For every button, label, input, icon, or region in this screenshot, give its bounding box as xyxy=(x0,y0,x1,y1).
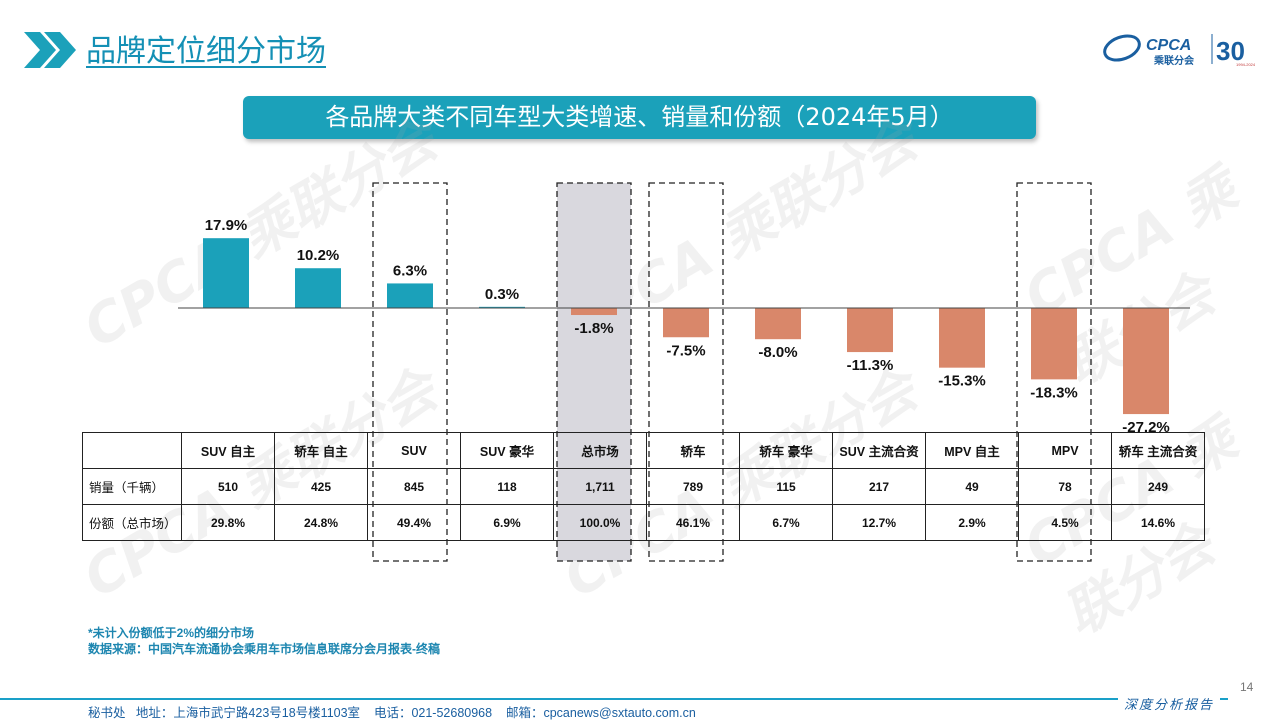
bar-label: -8.0% xyxy=(758,344,797,361)
column-header: SUV 豪华 xyxy=(460,432,554,469)
column-header: 轿车 豪华 xyxy=(739,432,833,469)
table-cell: 249 xyxy=(1111,468,1205,505)
bar xyxy=(295,268,341,308)
footer-contact: 秘书处 地址：上海市武宁路423号18号楼1103室 电话：021-526809… xyxy=(88,706,696,720)
table-cell: 6.7% xyxy=(739,504,833,541)
table-cell: 845 xyxy=(367,468,461,505)
logo-sub: 乘联分会 xyxy=(1153,54,1194,67)
table-cell: 46.1% xyxy=(646,504,740,541)
bar xyxy=(755,308,801,340)
table-cell: 789 xyxy=(646,468,740,505)
cpca-logo: CPCA 乘联分会 30 1994-2024 xyxy=(1103,34,1256,67)
bar-label: -15.3% xyxy=(938,373,986,390)
chevron-double-icon xyxy=(24,32,76,68)
table-cell: 78 xyxy=(1018,468,1112,505)
highlight-box xyxy=(1016,182,1092,562)
row-label: 销量（千辆） xyxy=(82,468,182,505)
table-row: 销量（千辆） 510 425 845 118 1,711 789 115 217 49 78 249 xyxy=(82,468,1205,505)
table-row: 份额（总市场） 29.8% 24.8% 49.4% 6.9% 100.0% 46.1% 6.7… xyxy=(82,504,1205,541)
highlight-box xyxy=(372,182,448,562)
table-cell: 118 xyxy=(460,468,554,505)
bar xyxy=(479,306,525,308)
page-number: 14 xyxy=(1240,680,1254,694)
bar-label: -7.5% xyxy=(666,342,705,359)
bar xyxy=(203,238,249,308)
bar-label: 10.2% xyxy=(297,247,340,264)
anniv-number: 30 xyxy=(1216,36,1245,66)
column-header: SUV xyxy=(367,432,461,469)
bar xyxy=(1031,308,1077,380)
table-cell: 2.9% xyxy=(925,504,1019,541)
table-cell: 12.7% xyxy=(832,504,926,541)
bar-label: 6.3% xyxy=(393,262,427,279)
column-header: 总市场 xyxy=(553,432,647,469)
column-header: SUV 主流合资 xyxy=(832,432,926,469)
page-title: 品牌定位细分市场 xyxy=(86,34,326,69)
bar-label: 17.9% xyxy=(205,217,248,234)
table-cell: 6.9% xyxy=(460,504,554,541)
bar xyxy=(663,308,709,338)
column-header: 轿车 主流合资 xyxy=(1111,432,1205,469)
row-label: 份额（总市场） xyxy=(82,504,182,541)
table-cell: 24.8% xyxy=(274,504,368,541)
report-tag: 深度分析报告 xyxy=(1118,694,1221,713)
bar-label: -1.8% xyxy=(574,320,613,337)
data-table: SUV 自主 轿车 自主 SUV SUV 豪华 总市场 轿车 轿车 豪华 SUV 主流合资 MP… xyxy=(82,432,1205,541)
logo-text: CPCA xyxy=(1146,37,1191,54)
table-header-row: SUV 自主 轿车 自主 SUV SUV 豪华 总市场 轿车 轿车 豪华 SUV 主流合资 MP… xyxy=(82,432,1205,469)
bar xyxy=(847,308,893,353)
table-cell: 49 xyxy=(925,468,1019,505)
footer-divider xyxy=(0,698,1228,700)
bar-label: 0.3% xyxy=(485,286,519,303)
column-header: MPV xyxy=(1018,432,1112,469)
highlight-box xyxy=(648,182,724,562)
bar-label: -27.2% xyxy=(1122,419,1170,436)
column-header: 轿车 自主 xyxy=(274,432,368,469)
table-cell: 115 xyxy=(739,468,833,505)
bar xyxy=(939,308,985,368)
bar-label: -11.3% xyxy=(847,357,894,374)
anniv-years: 1994-2024 xyxy=(1236,62,1256,67)
table-cell: 510 xyxy=(181,468,275,505)
table-cell: 14.6% xyxy=(1111,504,1205,541)
highlight-box xyxy=(556,182,632,562)
table-cell: 49.4% xyxy=(367,504,461,541)
bar xyxy=(571,308,617,316)
column-header: SUV 自主 xyxy=(181,432,275,469)
table-cell: 29.8% xyxy=(181,504,275,541)
bar xyxy=(1123,308,1169,415)
table-cell: 425 xyxy=(274,468,368,505)
footnote: *未计入份额低于2%的细分市场 xyxy=(88,626,255,640)
table-cell: 100.0% xyxy=(553,504,647,541)
chart-banner-title: 各品牌大类不同车型大类增速、销量和份额（2024年5月） xyxy=(243,96,1036,139)
column-header: MPV 自主 xyxy=(925,432,1019,469)
table-cell: 4.5% xyxy=(1018,504,1112,541)
column-header xyxy=(82,432,182,469)
table-cell: 1,711 xyxy=(553,468,647,505)
bar xyxy=(387,283,433,308)
table-cell: 217 xyxy=(832,468,926,505)
column-header: 轿车 xyxy=(646,432,740,469)
data-source: 数据来源：中国汽车流通协会乘用车市场信息联席分会月报表-终稿 xyxy=(88,642,440,656)
bar-label: -18.3% xyxy=(1030,384,1078,401)
